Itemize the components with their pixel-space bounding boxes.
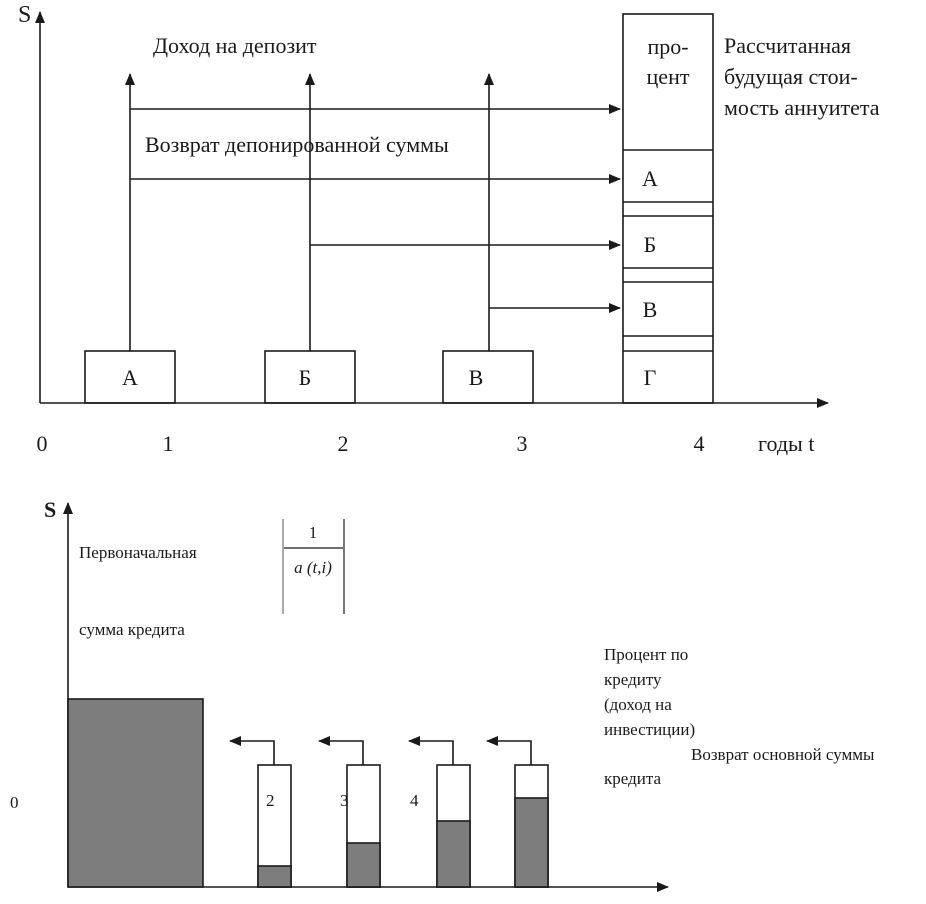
percent-label-line1: про-	[647, 34, 688, 59]
deposit-label-b: Б	[299, 365, 312, 390]
payment-bar-4-principal	[514, 797, 549, 888]
future-label-line1: Рассчитанная	[724, 33, 851, 58]
payment-bar-1-principal	[257, 865, 292, 888]
fraction-denominator: a (t,i)	[294, 558, 332, 577]
income-label: Доход на депозит	[153, 33, 317, 58]
principal-label-line1: Возврат основной суммы	[691, 745, 875, 764]
stack-label-b: Б	[644, 232, 657, 257]
interest-label-line3: (доход на	[604, 695, 672, 714]
initial-loan-label-line2: сумма кредита	[79, 620, 185, 639]
bottom-diagram	[63, 502, 669, 892]
interest-label-line4: инвестиции)	[604, 720, 695, 739]
deposit-label-a: А	[122, 365, 138, 390]
tick-3: 3	[517, 431, 528, 456]
bottom-y-axis-label: S	[44, 497, 56, 522]
fraction-numerator: 1	[309, 523, 318, 542]
future-label-line3: мость аннуитета	[724, 95, 880, 120]
bar-label-3: 3	[340, 791, 349, 810]
tick-1: 1	[163, 431, 174, 456]
top-diagram	[35, 11, 829, 408]
top-y-axis-label: S	[18, 2, 31, 28]
stack-label-g: Г	[644, 365, 657, 390]
future-label-line2: будущая стои-	[724, 64, 858, 89]
tick-0: 0	[37, 431, 48, 456]
percent-label-line2: цент	[647, 64, 690, 89]
deposit-box-v	[442, 350, 534, 404]
bar-label-4: 4	[410, 791, 419, 810]
top-x-axis-label: годы t	[758, 431, 814, 456]
future-value-stack	[622, 13, 714, 404]
initial-loan-label-line1: Первоначальная	[79, 543, 197, 562]
interest-label-line1: Процент по	[604, 645, 688, 664]
principal-label-line2: кредита	[604, 769, 661, 788]
payment-arrow-2	[318, 736, 364, 765]
zero-label: 0	[10, 793, 19, 812]
stack-label-v: В	[643, 297, 658, 322]
payment-arrow-1	[229, 736, 275, 765]
tick-4: 4	[694, 431, 705, 456]
bottom-labels: S 0 Первоначальная сумма кредита 1 a (t,…	[10, 497, 875, 812]
payment-bar-2-principal	[346, 842, 381, 888]
interest-label-line2: кредиту	[604, 670, 662, 689]
return-label: Возврат депонированной суммы	[145, 132, 449, 157]
payment-arrow-3	[408, 736, 454, 765]
deposit-label-v: В	[469, 365, 484, 390]
top-labels: S Доход на депозит Возврат депонированно…	[18, 2, 880, 456]
tick-2: 2	[338, 431, 349, 456]
initial-loan-bar	[67, 698, 204, 888]
payment-arrow-4	[486, 736, 532, 765]
bar-label-2: 2	[266, 791, 275, 810]
payment-bar-3-principal	[436, 820, 471, 888]
stack-label-a: А	[642, 166, 658, 191]
